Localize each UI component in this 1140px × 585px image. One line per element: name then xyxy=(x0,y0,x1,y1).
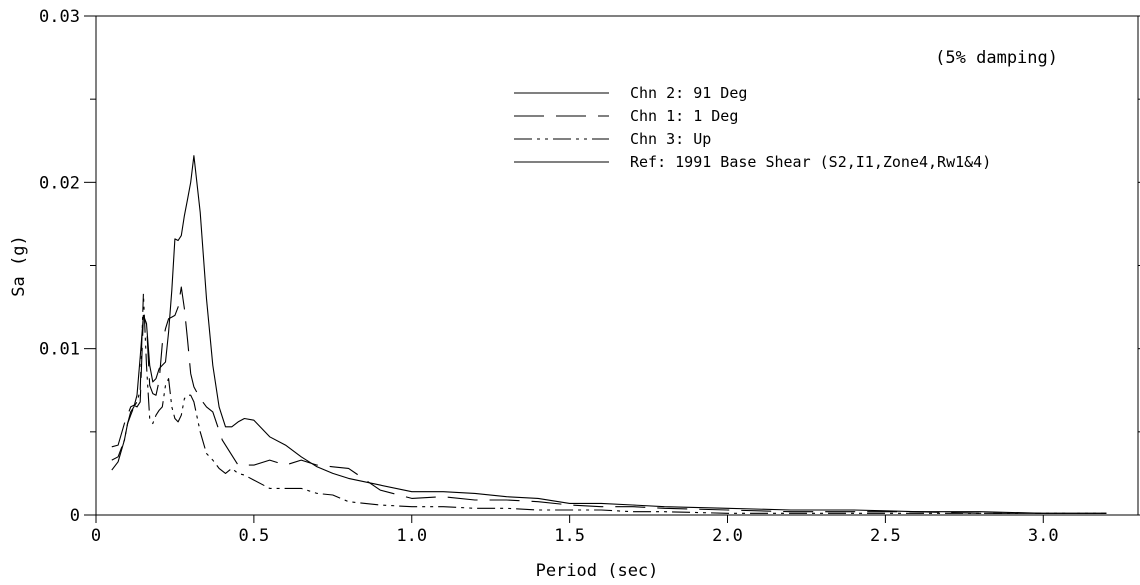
legend-label-2: Chn 1: 1 Deg xyxy=(630,107,738,125)
x-tick-label: 2.5 xyxy=(870,526,901,546)
plot-frame xyxy=(95,15,1139,516)
y-tick-label: 0 xyxy=(70,506,80,526)
x-tick-label: 0 xyxy=(91,526,101,546)
y-tick-label: 0.01 xyxy=(39,340,80,360)
x-tick-label: 2.0 xyxy=(712,526,743,546)
legend-label-1: Chn 2: 91 Deg xyxy=(630,84,747,102)
y-tick-label: 0.03 xyxy=(39,7,80,27)
legend: Chn 2: 91 Deg Chn 1: 1 Deg Chn 3: Up Ref: 1… xyxy=(514,84,991,171)
damping-annotation: (5% damping) xyxy=(935,48,1058,68)
x-tick-label: 1.0 xyxy=(396,526,427,546)
y-axis-label: Sa (g) xyxy=(9,235,29,296)
legend-label-3: Chn 3: Up xyxy=(630,130,711,148)
x-tick-label: 0.5 xyxy=(239,526,270,546)
series-line-1 xyxy=(111,155,1107,514)
axis-ticks xyxy=(84,15,1140,523)
x-tick-label: 3.0 xyxy=(1028,526,1059,546)
x-axis-label: Period (sec) xyxy=(536,561,659,581)
x-tick-label: 1.5 xyxy=(554,526,585,546)
series-lines xyxy=(111,155,1107,514)
tick-labels: 0 0.5 1.0 1.5 2.0 2.5 3.0 0 0.01 0.02 0.03 xyxy=(39,7,1059,546)
series-line-3 xyxy=(111,293,1107,514)
legend-label-4: Ref: 1991 Base Shear (S2,I1,Zone4,Rw1&4) xyxy=(630,153,991,171)
y-tick-label: 0.02 xyxy=(39,173,80,193)
series-line-2 xyxy=(111,286,1107,514)
